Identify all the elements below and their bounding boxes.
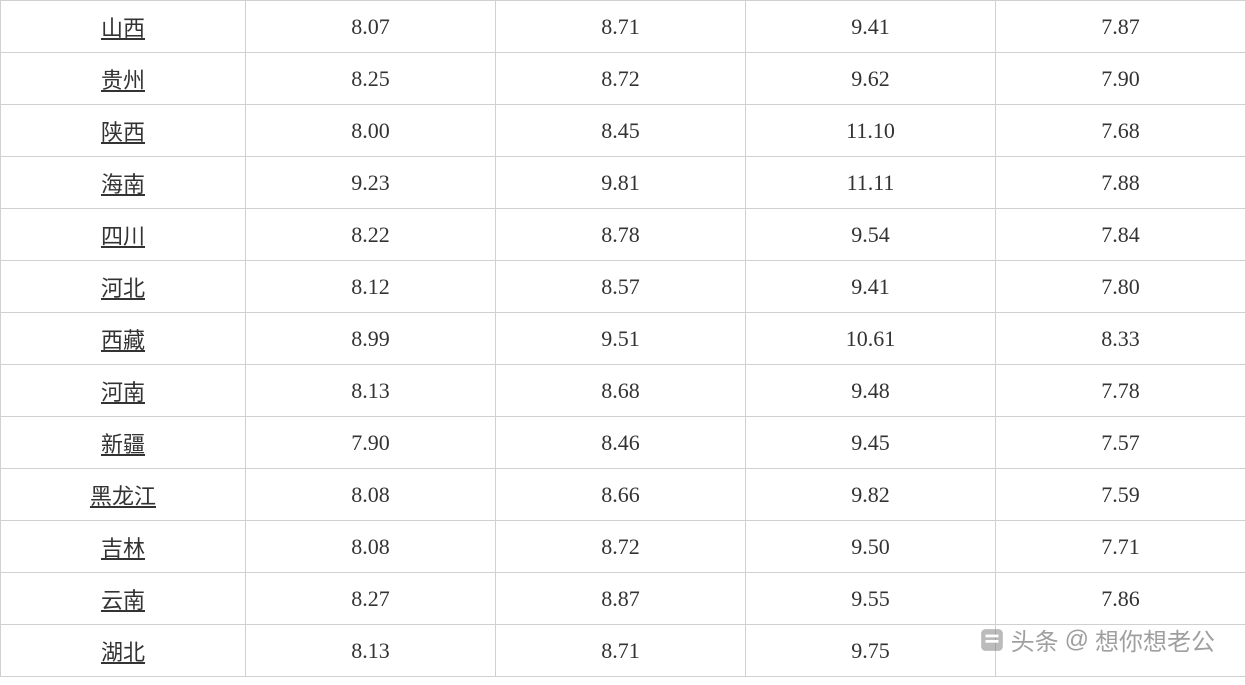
province-cell: 海南 xyxy=(1,157,246,209)
value-cell: 8.22 xyxy=(246,209,496,261)
province-cell: 新疆 xyxy=(1,417,246,469)
table-row: 海南 9.239.8111.117.88 xyxy=(1,157,1245,209)
data-table: 山西8.078.719.417.87贵州8.258.729.627.90陕西8.… xyxy=(0,0,1245,677)
value-cell: 8.45 xyxy=(496,105,746,157)
value-cell: 7.71 xyxy=(996,521,1245,573)
value-cell: 7.90 xyxy=(246,417,496,469)
value-cell: 9.51 xyxy=(496,313,746,365)
value-cell: 7.90 xyxy=(996,53,1245,105)
table-row: 山西 8.078.719.417.87 xyxy=(1,1,1245,53)
province-cell: 云南 xyxy=(1,573,246,625)
value-cell: 8.12 xyxy=(246,261,496,313)
province-link[interactable]: 吉林 xyxy=(101,536,145,561)
value-cell: 8.25 xyxy=(246,53,496,105)
value-cell: 8.46 xyxy=(496,417,746,469)
table-body: 山西8.078.719.417.87贵州8.258.729.627.90陕西8.… xyxy=(1,1,1245,677)
table-row: 河北 8.128.579.417.80 xyxy=(1,261,1245,313)
province-link[interactable]: 四川 xyxy=(101,224,145,249)
value-cell: 8.68 xyxy=(496,365,746,417)
province-link[interactable]: 海南 xyxy=(101,172,145,197)
value-cell: 7.57 xyxy=(996,417,1245,469)
table-row: 河南 8.138.689.487.78 xyxy=(1,365,1245,417)
value-cell: 11.11 xyxy=(746,157,996,209)
value-cell: 8.08 xyxy=(246,521,496,573)
province-cell: 贵州 xyxy=(1,53,246,105)
value-cell: 9.23 xyxy=(246,157,496,209)
province-cell: 西藏 xyxy=(1,313,246,365)
value-cell: 9.82 xyxy=(746,469,996,521)
value-cell: 9.54 xyxy=(746,209,996,261)
province-link[interactable]: 西藏 xyxy=(101,328,145,353)
value-cell: 8.57 xyxy=(496,261,746,313)
value-cell: 7.87 xyxy=(996,1,1245,53)
value-cell: 8.08 xyxy=(246,469,496,521)
value-cell: 11.10 xyxy=(746,105,996,157)
table-row: 吉林 8.088.729.507.71 xyxy=(1,521,1245,573)
province-link[interactable]: 山西 xyxy=(101,16,145,41)
province-cell: 吉林 xyxy=(1,521,246,573)
province-cell: 河北 xyxy=(1,261,246,313)
value-cell: 7.88 xyxy=(996,157,1245,209)
table-row: 湖北 8.138.719.75 xyxy=(1,625,1245,677)
value-cell: 8.99 xyxy=(246,313,496,365)
province-cell: 陕西 xyxy=(1,105,246,157)
table-row: 黑龙江 8.088.669.827.59 xyxy=(1,469,1245,521)
value-cell: 8.87 xyxy=(496,573,746,625)
value-cell: 9.45 xyxy=(746,417,996,469)
province-cell: 黑龙江 xyxy=(1,469,246,521)
value-cell: 7.86 xyxy=(996,573,1245,625)
value-cell: 8.66 xyxy=(496,469,746,521)
value-cell: 9.41 xyxy=(746,261,996,313)
value-cell: 9.55 xyxy=(746,573,996,625)
value-cell: 8.72 xyxy=(496,521,746,573)
value-cell: 8.71 xyxy=(496,1,746,53)
province-link[interactable]: 湖北 xyxy=(101,640,145,665)
table-row: 贵州 8.258.729.627.90 xyxy=(1,53,1245,105)
province-cell: 四川 xyxy=(1,209,246,261)
value-cell: 7.78 xyxy=(996,365,1245,417)
value-cell: 8.33 xyxy=(996,313,1245,365)
province-cell: 湖北 xyxy=(1,625,246,677)
province-link[interactable]: 河南 xyxy=(101,380,145,405)
value-cell: 9.81 xyxy=(496,157,746,209)
value-cell: 7.84 xyxy=(996,209,1245,261)
value-cell: 9.48 xyxy=(746,365,996,417)
value-cell: 10.61 xyxy=(746,313,996,365)
province-cell: 山西 xyxy=(1,1,246,53)
value-cell: 9.50 xyxy=(746,521,996,573)
table-row: 西藏 8.999.5110.618.33 xyxy=(1,313,1245,365)
value-cell: 7.68 xyxy=(996,105,1245,157)
province-link[interactable]: 陕西 xyxy=(101,120,145,145)
value-cell: 9.62 xyxy=(746,53,996,105)
value-cell: 8.72 xyxy=(496,53,746,105)
value-cell: 8.78 xyxy=(496,209,746,261)
table-row: 云南 8.278.879.557.86 xyxy=(1,573,1245,625)
table-row: 四川 8.228.789.547.84 xyxy=(1,209,1245,261)
value-cell: 9.41 xyxy=(746,1,996,53)
value-cell: 8.27 xyxy=(246,573,496,625)
value-cell: 8.13 xyxy=(246,365,496,417)
value-cell: 8.71 xyxy=(496,625,746,677)
table-row: 新疆 7.908.469.457.57 xyxy=(1,417,1245,469)
province-cell: 河南 xyxy=(1,365,246,417)
value-cell: 9.75 xyxy=(746,625,996,677)
province-link[interactable]: 云南 xyxy=(101,588,145,613)
value-cell: 8.00 xyxy=(246,105,496,157)
value-cell: 8.07 xyxy=(246,1,496,53)
value-cell xyxy=(996,625,1245,677)
province-link[interactable]: 贵州 xyxy=(101,68,145,93)
province-link[interactable]: 黑龙江 xyxy=(90,484,156,509)
value-cell: 8.13 xyxy=(246,625,496,677)
province-link[interactable]: 新疆 xyxy=(101,432,145,457)
table-row: 陕西 8.008.4511.107.68 xyxy=(1,105,1245,157)
province-link[interactable]: 河北 xyxy=(101,276,145,301)
value-cell: 7.80 xyxy=(996,261,1245,313)
value-cell: 7.59 xyxy=(996,469,1245,521)
